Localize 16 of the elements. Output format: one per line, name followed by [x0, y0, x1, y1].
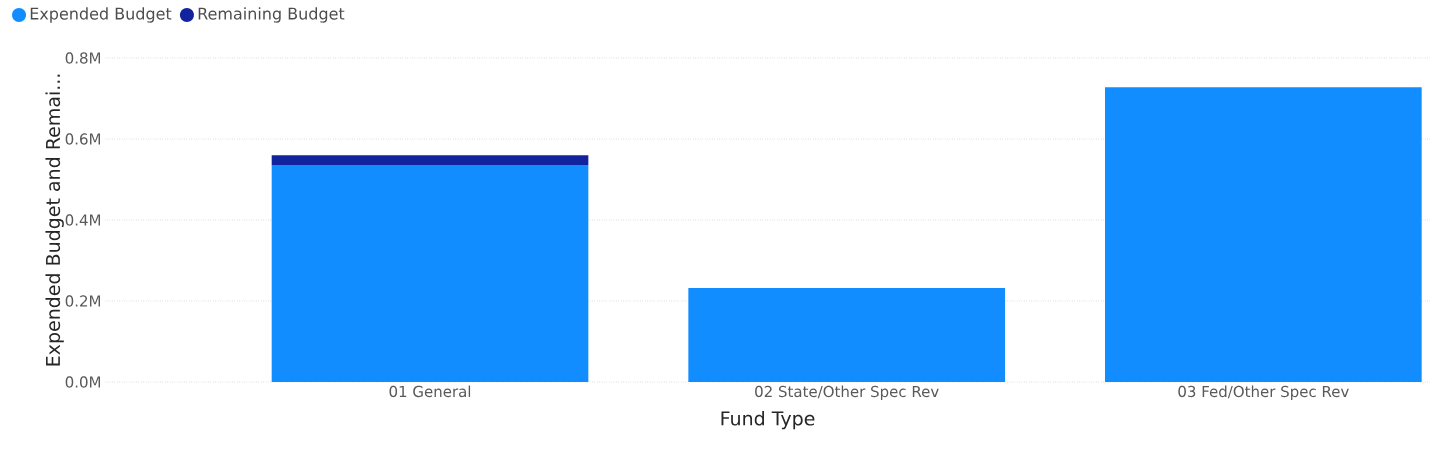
bar	[1105, 87, 1422, 382]
y-tick-label: 0.0M	[65, 376, 100, 388]
y-tick-label: 0.2M	[65, 295, 100, 307]
x-axis-title: Fund Type	[721, 410, 815, 430]
y-axis-title: Expended Budget and Remai...	[45, 74, 64, 366]
x-tick-label: 02 State/Other Spec Rev	[755, 385, 939, 401]
x-tick-label: 03 Fed/Other Spec Rev	[1178, 385, 1349, 401]
y-tick-label: 0.8M	[65, 52, 100, 64]
x-tick-label: 01 General	[389, 385, 471, 398]
legend-label: Remaining Budget	[198, 7, 345, 23]
bar	[271, 164, 589, 382]
bar	[271, 155, 589, 165]
bar	[688, 288, 1006, 382]
y-tick-label: 0.6M	[65, 133, 100, 145]
legend-label: Expended Budget	[30, 7, 172, 23]
y-tick-label: 0.4M	[65, 214, 100, 226]
